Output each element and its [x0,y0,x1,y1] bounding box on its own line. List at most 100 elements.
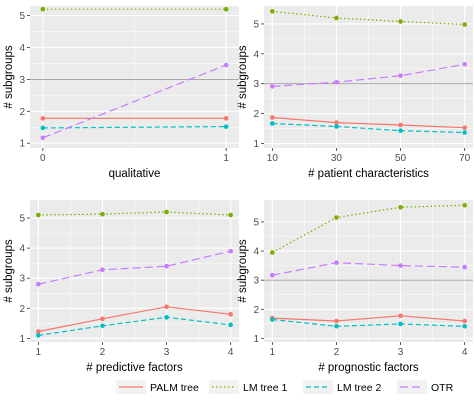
series-line-otr [272,63,465,87]
data-point [334,79,339,85]
series-line-palm-tree [272,315,465,322]
x-tick-label: 1 [223,153,229,164]
data-point [334,120,339,125]
y-tick-label: 1 [253,139,259,150]
data-point [164,315,169,320]
data-point [462,125,467,130]
data-point [462,22,467,27]
data-point [223,6,229,12]
chart-panel-3: 1 2 3 4 1 2 3 4 5 # predictive factors # subgroups [3,200,239,374]
data-point [40,135,46,141]
data-point [334,323,339,329]
data-point [462,202,467,208]
y-tick-label: 5 [19,214,25,225]
data-point [223,116,229,121]
y-tick-label: 1 [253,334,259,345]
x-tick-label: 3 [398,347,404,358]
data-point [398,73,403,78]
data-point [462,61,467,67]
data-point [228,212,233,218]
data-point [100,267,105,273]
chart-panel-4: 1 2 3 4 1 2 3 4 5 # prognostic factors # subgroups [237,200,473,374]
data-point [40,6,46,12]
data-point [398,128,403,133]
data-point [164,263,169,269]
legend-label: LM tree 2 [337,382,382,394]
y-tick-label: 4 [253,49,259,60]
x-tick-label: 4 [228,347,234,358]
series-line-otr [38,250,231,285]
x-tick-label: 1 [36,347,42,358]
x-tick-label: 0 [40,153,46,164]
x-tick-label: 2 [334,347,340,358]
data-point [228,248,233,254]
series-line-otr [272,262,465,276]
data-point [270,317,275,322]
x-tick-label: 4 [462,347,468,358]
y-tick-label: 2 [253,109,259,120]
x-axis-label: # predictive factors [86,362,183,374]
data-point [462,130,467,135]
data-point [462,318,467,324]
y-tick-label: 2 [19,107,25,118]
y-tick-label: 5 [19,11,25,22]
y-tick-label: 5 [253,19,259,30]
legend-label: PALM tree [150,382,199,394]
data-point [334,124,339,129]
y-axis-label: # subgroups [3,45,15,109]
y-tick-label: 3 [253,276,259,287]
y-tick-label: 1 [19,334,25,345]
data-point [36,281,41,287]
data-point [100,211,105,217]
data-point [270,250,275,255]
data-point [36,333,41,338]
data-point [462,323,467,329]
data-point [334,260,339,265]
series-line-lm-tree-1 [272,10,465,26]
x-axis-label: # prognostic factors [318,362,419,374]
chart-panel-1: 0 1 1 2 3 4 5 qualitative # subgroups [3,6,239,180]
data-point [270,121,275,126]
data-point [334,215,339,220]
data-point [164,304,169,310]
series-line-lm-tree-2 [272,122,465,134]
series-line-lm-tree-2 [42,126,227,129]
y-tick-label: 4 [253,247,259,258]
y-tick-label: 3 [253,79,259,90]
x-tick-label: 1 [270,347,276,358]
y-tick-label: 2 [19,304,25,315]
x-tick-label: 3 [164,347,170,358]
y-axis-label: # subgroups [237,45,249,109]
data-point [270,9,275,14]
data-point [270,272,275,278]
y-axis-label: # subgroups [3,239,15,303]
y-tick-label: 4 [19,244,25,255]
data-point [334,318,339,324]
data-point [228,312,233,317]
y-tick-label: 1 [19,139,25,150]
data-point [334,15,339,21]
data-point [223,62,229,68]
x-tick-label: 30 [331,153,343,164]
series-line-lm-tree-2 [272,318,465,327]
data-point [398,263,403,268]
legend-label: OTR [431,382,454,394]
legend-label: LM tree 1 [243,382,288,394]
data-point [398,204,403,210]
data-point [40,125,46,131]
data-point [398,122,403,128]
y-tick-label: 5 [253,217,259,228]
x-tick-label: 2 [100,347,106,358]
series-line-otr [42,64,227,139]
legend: PALM tree LM tree 1 LM tree 2 OTR [116,380,454,394]
data-point [398,321,403,327]
x-axis-label: # patient characteristics [308,168,429,180]
data-point [223,124,229,129]
data-point [398,19,403,24]
series-line-lm-tree-2 [38,316,231,336]
data-point [36,212,41,218]
y-tick-label: 4 [19,43,25,54]
data-point [270,115,275,120]
data-point [100,316,105,322]
data-point [398,313,403,319]
